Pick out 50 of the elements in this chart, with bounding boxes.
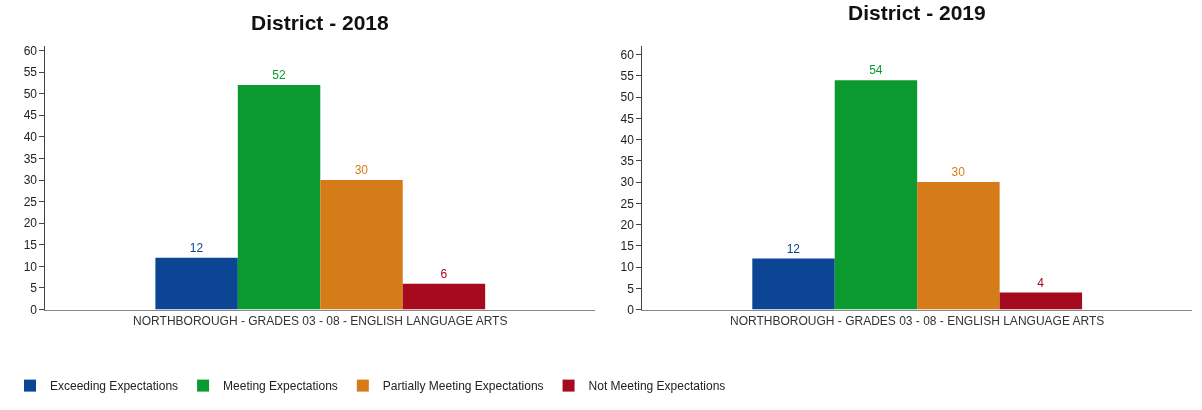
data-label: 52 bbox=[272, 68, 286, 83]
y-tick-label: 50 bbox=[23, 86, 38, 101]
bar bbox=[237, 85, 321, 310]
y-tick-label: 15 bbox=[23, 237, 38, 252]
y-tick-label: 40 bbox=[620, 132, 635, 147]
data-label: 4 bbox=[1037, 275, 1045, 290]
y-tick-label: 30 bbox=[620, 175, 635, 190]
y-tick-label: 5 bbox=[627, 281, 635, 296]
y-tick-label: 10 bbox=[620, 260, 635, 275]
legend-label: Exceeding Expectations bbox=[50, 379, 179, 394]
legend-label: Partially Meeting Expectations bbox=[382, 379, 544, 394]
chart-title: District - 2018 bbox=[251, 11, 390, 34]
x-tick-label: NORTHBOROUGH - GRADES 03 - 08 - ENGLISH LANGUAGE ARTS bbox=[133, 313, 508, 328]
legend-label: Not Meeting Expectations bbox=[588, 379, 726, 394]
x-tick-label: NORTHBOROUGH - GRADES 03 - 08 - ENGLISH LANGUAGE ARTS bbox=[730, 313, 1105, 328]
y-tick-label: 30 bbox=[23, 173, 38, 188]
y-tick-label: 45 bbox=[620, 111, 635, 126]
bar bbox=[320, 180, 403, 310]
legend-label: Meeting Expectations bbox=[223, 379, 338, 394]
y-tick-label: 35 bbox=[23, 151, 38, 166]
data-label: 12 bbox=[189, 240, 204, 255]
bar bbox=[834, 80, 918, 310]
bar bbox=[402, 283, 486, 310]
data-label: 6 bbox=[440, 266, 448, 281]
y-tick-label: 40 bbox=[23, 130, 38, 145]
data-label: 12 bbox=[786, 241, 801, 256]
y-tick-label: 25 bbox=[23, 194, 38, 209]
bar bbox=[999, 292, 1083, 310]
y-tick-label: 45 bbox=[23, 108, 38, 123]
y-tick-label: 55 bbox=[23, 65, 38, 80]
y-tick-label: 50 bbox=[620, 90, 635, 105]
bar bbox=[752, 258, 835, 310]
y-tick-label: 35 bbox=[620, 154, 635, 169]
y-tick-label: 20 bbox=[23, 216, 38, 231]
y-tick-label: 15 bbox=[620, 239, 635, 254]
y-tick-label: 20 bbox=[620, 217, 635, 232]
y-tick-label: 25 bbox=[620, 196, 635, 211]
bar bbox=[155, 257, 238, 310]
y-tick-label: 60 bbox=[23, 43, 38, 58]
y-tick-label: 60 bbox=[620, 47, 635, 62]
y-tick-label: 0 bbox=[627, 302, 635, 317]
data-label: 54 bbox=[869, 63, 883, 78]
data-label: 30 bbox=[354, 163, 369, 178]
data-label: 30 bbox=[951, 165, 966, 180]
chart-title: District - 2019 bbox=[848, 1, 986, 24]
y-tick-label: 5 bbox=[30, 281, 38, 296]
y-tick-label: 0 bbox=[30, 302, 38, 317]
y-tick-label: 55 bbox=[620, 69, 635, 84]
y-tick-label: 10 bbox=[23, 259, 38, 274]
bar bbox=[917, 182, 1000, 310]
